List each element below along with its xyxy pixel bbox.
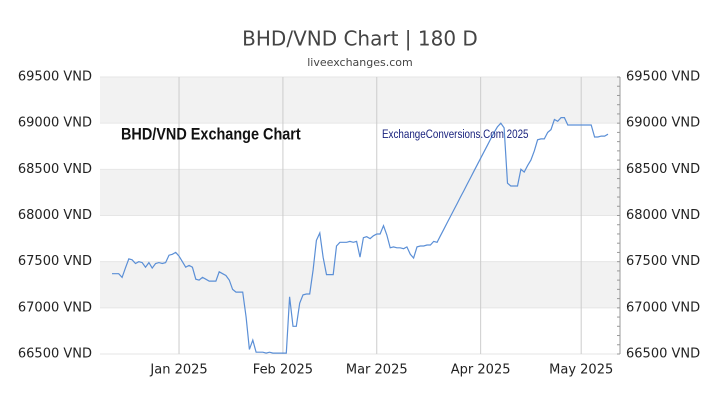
y2-tick-label: 69000 VND [626,116,700,131]
annotation: BHD/VND Exchange Chart [121,125,301,143]
data-line [112,117,609,354]
chart-subtitle: liveexchanges.com [307,56,412,69]
y-tick-label: 68000 VND [18,208,92,223]
x-tick-label: Mar 2025 [346,363,408,378]
grid-band [100,261,620,308]
annotation: ExchangeConversions.Com 2025 [382,128,529,141]
x-tick-label: Feb 2025 [253,363,313,378]
y2-tick-label: 69500 VND [626,70,700,85]
x-tick-label: Apr 2025 [451,363,511,378]
y-tick-label: 67000 VND [18,300,92,315]
x-tick-label: May 2025 [549,363,613,378]
y-tick-label: 67500 VND [18,254,92,269]
y-tick-label: 69500 VND [18,70,92,85]
y-tick-label: 69000 VND [18,116,92,131]
x-tick-label: Jan 2025 [149,363,207,378]
grid-band [100,169,620,216]
y2-tick-label: 67000 VND [626,300,700,315]
chart-title: BHD/VND Chart | 180 D [242,27,478,51]
y2-tick-label: 66500 VND [626,347,700,362]
y-tick-label: 66500 VND [18,347,92,362]
y2-tick-label: 68500 VND [626,162,700,177]
bands [100,77,620,308]
grid-band [100,77,620,124]
y2-tick-label: 67500 VND [626,254,700,269]
y-tick-label: 68500 VND [18,162,92,177]
y2-tick-label: 68000 VND [626,208,700,223]
